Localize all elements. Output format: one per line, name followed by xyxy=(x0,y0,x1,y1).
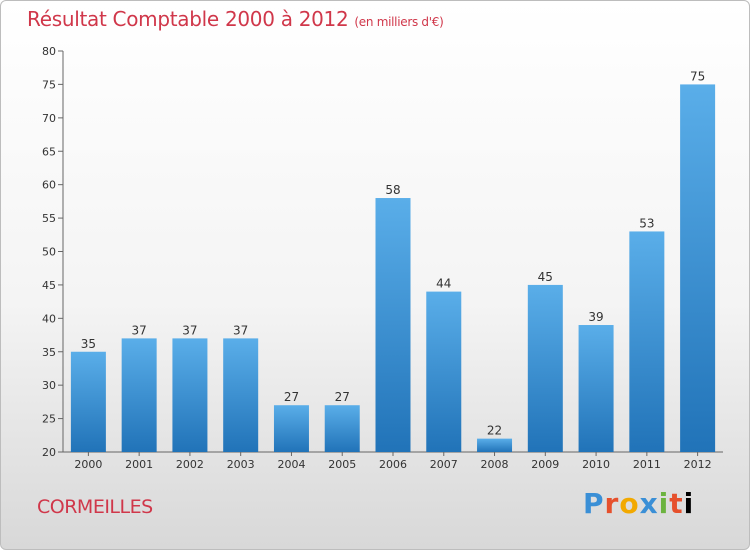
x-tick-label: 2005 xyxy=(328,458,356,471)
bar xyxy=(324,405,360,452)
commune-name: CORMEILLES xyxy=(37,496,153,518)
logo-letter: i xyxy=(683,487,695,520)
logo-letter: r xyxy=(604,487,620,520)
bar-value-label: 27 xyxy=(284,390,299,404)
x-tick-label: 2000 xyxy=(74,458,102,471)
y-tick-label: 25 xyxy=(42,413,56,426)
y-tick-label: 35 xyxy=(42,346,56,359)
y-tick-label: 55 xyxy=(42,212,56,225)
bar-value-label: 53 xyxy=(639,216,654,230)
bar xyxy=(70,351,106,452)
y-tick-label: 45 xyxy=(42,279,56,292)
logo-letter: i xyxy=(658,487,670,520)
proxiti-logo: Proxiti xyxy=(583,487,694,520)
bars: 35 37 37 37 27 27 58 44 22 45 39 53 75 xyxy=(70,69,716,453)
y-tick-label: 20 xyxy=(42,446,56,459)
y-tick-label: 40 xyxy=(42,312,56,325)
y-tick-label: 30 xyxy=(42,379,56,392)
bar xyxy=(273,405,309,452)
axes: 20 25 30 35 40 45 50 55 60 65 70 75 80 2000 2001 2002 20… xyxy=(42,45,723,471)
bar-value-label: 37 xyxy=(182,323,197,337)
x-tick-label: 2004 xyxy=(277,458,305,471)
bar-value-label: 75 xyxy=(690,69,705,83)
bar xyxy=(426,291,462,452)
bar-value-label: 45 xyxy=(538,270,553,284)
y-tick-label: 50 xyxy=(42,246,56,259)
bar xyxy=(578,325,614,452)
y-tick-label: 60 xyxy=(42,179,56,192)
x-tick-label: 2008 xyxy=(481,458,509,471)
x-tick-label: 2002 xyxy=(176,458,204,471)
chart-title: Résultat Comptable 2000 à 2012 (en millie… xyxy=(27,7,444,31)
chart-title-text: Résultat Comptable 2000 à 2012 xyxy=(27,7,349,31)
bar-value-label: 37 xyxy=(233,323,248,337)
x-tick-label: 2003 xyxy=(227,458,255,471)
bar xyxy=(121,338,157,452)
logo-letter: t xyxy=(669,487,684,520)
y-tick-label: 80 xyxy=(42,45,56,58)
bar-value-label: 37 xyxy=(132,323,147,337)
bar-value-label: 39 xyxy=(588,310,603,324)
x-tick-label: 2007 xyxy=(430,458,458,471)
chart-subtitle: (en milliers d'€) xyxy=(354,15,444,29)
y-tick-label: 70 xyxy=(42,112,56,125)
x-tick-label: 2001 xyxy=(125,458,153,471)
bar xyxy=(375,198,411,452)
bar-value-label: 27 xyxy=(335,390,350,404)
y-tick-label: 65 xyxy=(42,145,56,158)
logo-letter: P xyxy=(583,487,605,520)
bar xyxy=(680,84,716,453)
bar-value-label: 58 xyxy=(385,183,400,197)
y-tick-label: 75 xyxy=(42,78,56,91)
bar xyxy=(477,438,513,452)
bar-value-label: 35 xyxy=(81,337,96,351)
bar xyxy=(223,338,259,452)
logo-letter: o xyxy=(619,487,640,520)
bar xyxy=(527,284,563,452)
x-tick-label: 2006 xyxy=(379,458,407,471)
bar-value-label: 44 xyxy=(436,277,451,291)
x-tick-label: 2009 xyxy=(531,458,559,471)
x-tick-label: 2010 xyxy=(582,458,610,471)
x-tick-label: 2011 xyxy=(633,458,661,471)
bar xyxy=(172,338,208,452)
logo-letter: x xyxy=(639,487,659,520)
bar xyxy=(629,231,665,452)
x-tick-label: 2012 xyxy=(684,458,712,471)
bar-value-label: 22 xyxy=(487,424,502,438)
